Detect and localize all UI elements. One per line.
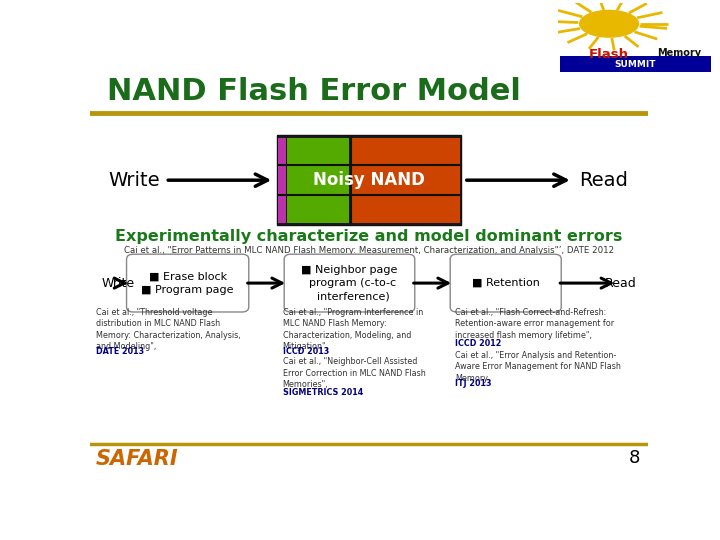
Text: Write: Write: [101, 276, 135, 289]
Text: DATE 2013: DATE 2013: [96, 347, 144, 356]
Text: ICCD 2012: ICCD 2012: [456, 339, 502, 348]
Text: ■ Erase block
■ Program page: ■ Erase block ■ Program page: [141, 272, 234, 295]
Text: SIGMETRICS 2014: SIGMETRICS 2014: [282, 388, 363, 397]
Text: Cai et al., "Neighbor-Cell Assisted
Error Correction in MLC NAND Flash
Memories": Cai et al., "Neighbor-Cell Assisted Erro…: [282, 357, 426, 389]
Text: Read: Read: [605, 276, 637, 289]
Text: ■ Retention: ■ Retention: [472, 278, 540, 288]
Text: Noisy NAND: Noisy NAND: [313, 171, 425, 189]
Text: Cai et al., "Error Analysis and Retention-
Aware Error Management for NAND Flash: Cai et al., "Error Analysis and Retentio…: [456, 351, 621, 383]
Text: Cai et al., "Flash Correct-and-Refresh:
Retention-aware error management for
inc: Cai et al., "Flash Correct-and-Refresh: …: [456, 308, 615, 340]
Text: Cai et al., "Threshold voltage
distribution in MLC NAND Flash
Memory: Characteri: Cai et al., "Threshold voltage distribut…: [96, 308, 240, 352]
FancyBboxPatch shape: [287, 138, 348, 223]
Text: SAFARI: SAFARI: [96, 449, 179, 469]
Text: Cai et al., "Program Interference in
MLC NAND Flash Memory:
Characterization, Mo: Cai et al., "Program Interference in MLC…: [282, 308, 423, 352]
Text: Write: Write: [109, 171, 161, 190]
FancyBboxPatch shape: [284, 254, 415, 312]
FancyBboxPatch shape: [450, 254, 561, 312]
Text: NAND Flash Error Model: NAND Flash Error Model: [107, 77, 521, 106]
Text: SUMMIT: SUMMIT: [615, 59, 656, 69]
FancyBboxPatch shape: [278, 138, 287, 223]
FancyBboxPatch shape: [559, 56, 711, 72]
Circle shape: [580, 10, 639, 37]
Text: Read: Read: [579, 171, 628, 190]
Text: ■ Neighbor page
  program (c-to-c
  interference): ■ Neighbor page program (c-to-c interfer…: [301, 265, 397, 301]
Text: Experimentally characterize and model dominant errors: Experimentally characterize and model do…: [115, 229, 623, 244]
Text: 8: 8: [629, 449, 639, 468]
Text: ITJ 2013: ITJ 2013: [456, 379, 492, 388]
Text: Cai et al., "Error Patterns in MLC NAND Flash Memory: Measurement, Characterizat: Cai et al., "Error Patterns in MLC NAND …: [124, 246, 614, 255]
Text: ICCD 2013: ICCD 2013: [282, 347, 329, 356]
FancyBboxPatch shape: [351, 138, 460, 223]
FancyBboxPatch shape: [277, 136, 461, 225]
Text: Memory: Memory: [657, 48, 701, 58]
Text: Flash: Flash: [589, 48, 629, 62]
FancyBboxPatch shape: [127, 254, 248, 312]
